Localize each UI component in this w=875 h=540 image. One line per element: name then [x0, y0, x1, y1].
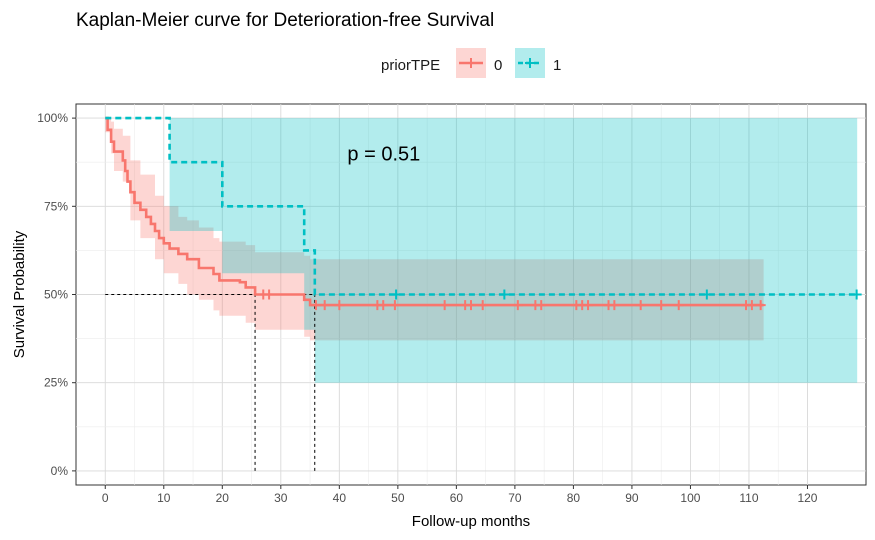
censor-mark-series-0 — [635, 300, 646, 311]
y-tick-label: 75% — [44, 199, 68, 213]
censor-mark-series-1 — [499, 289, 510, 300]
censor-mark-series-0 — [389, 300, 400, 311]
censor-mark-series-0 — [656, 300, 667, 311]
censor-mark-series-0 — [334, 300, 345, 311]
y-tick-label: 50% — [44, 288, 68, 302]
confidence-bands — [105, 118, 858, 383]
censor-mark-series-0 — [536, 300, 547, 311]
censor-mark-series-0 — [477, 300, 488, 311]
x-tick-label: 40 — [333, 491, 347, 505]
censor-mark-series-0 — [439, 300, 450, 311]
x-tick-label: 70 — [508, 491, 522, 505]
censor-mark-series-0 — [466, 300, 476, 311]
y-tick-label: 25% — [44, 376, 68, 390]
legend-key-censor-series-0 — [466, 58, 476, 68]
censor-mark-series-0 — [378, 300, 389, 311]
chart-title: Kaplan-Meier curve for Deterioration-fre… — [76, 10, 494, 31]
axis-ticks: 0 10 20 30 40 50 60 70 80 90 100 110 120 0% 25% 50% 75% 1… — [37, 111, 818, 505]
y-axis-label: Survival Probability — [11, 230, 28, 358]
censor-mark-series-1 — [391, 289, 402, 300]
censor-mark-series-1 — [851, 289, 862, 300]
censor-mark-series-0 — [755, 300, 766, 311]
y-tick-label: 100% — [37, 111, 68, 125]
censor-mark-series-0 — [583, 300, 594, 311]
survival-curves — [105, 116, 858, 307]
ci-band-series-0 — [105, 118, 764, 341]
censor-mark-series-0 — [673, 300, 684, 311]
censor-marks — [258, 289, 862, 311]
legend-label-series-0: 0 — [494, 57, 502, 74]
censor-mark-series-1 — [701, 289, 712, 300]
x-axis-label: Follow-up months — [412, 513, 530, 530]
x-tick-label: 80 — [567, 491, 581, 505]
x-tick-label: 10 — [157, 491, 171, 505]
x-tick-label: 120 — [797, 491, 817, 505]
censor-mark-series-0 — [319, 300, 330, 311]
censor-mark-series-0 — [512, 300, 523, 311]
censor-mark-series-0 — [310, 300, 321, 311]
ci-band-series-1 — [105, 118, 858, 383]
censor-mark-series-0 — [609, 300, 620, 311]
censor-mark-series-0 — [746, 300, 757, 311]
x-tick-label: 30 — [274, 491, 288, 505]
x-tick-label: 20 — [216, 491, 230, 505]
legend-key-censor-series-1 — [525, 58, 535, 68]
legend: priorTPE 0 1 — [381, 48, 561, 78]
x-tick-label: 110 — [739, 491, 758, 505]
p-value-annotation: p = 0.51 — [347, 143, 420, 165]
legend-title: priorTPE — [381, 57, 440, 74]
survival-curve-series-1 — [105, 116, 858, 296]
x-tick-label: 60 — [450, 491, 464, 505]
x-tick-label: 100 — [680, 491, 700, 505]
censor-mark-series-0 — [264, 289, 275, 300]
survival-curve-series-0 — [105, 116, 764, 307]
legend-label-series-1: 1 — [553, 57, 561, 74]
x-tick-label: 0 — [102, 491, 109, 505]
x-tick-label: 90 — [625, 491, 639, 505]
y-tick-label: 0% — [51, 464, 69, 478]
x-tick-label: 50 — [391, 491, 405, 505]
